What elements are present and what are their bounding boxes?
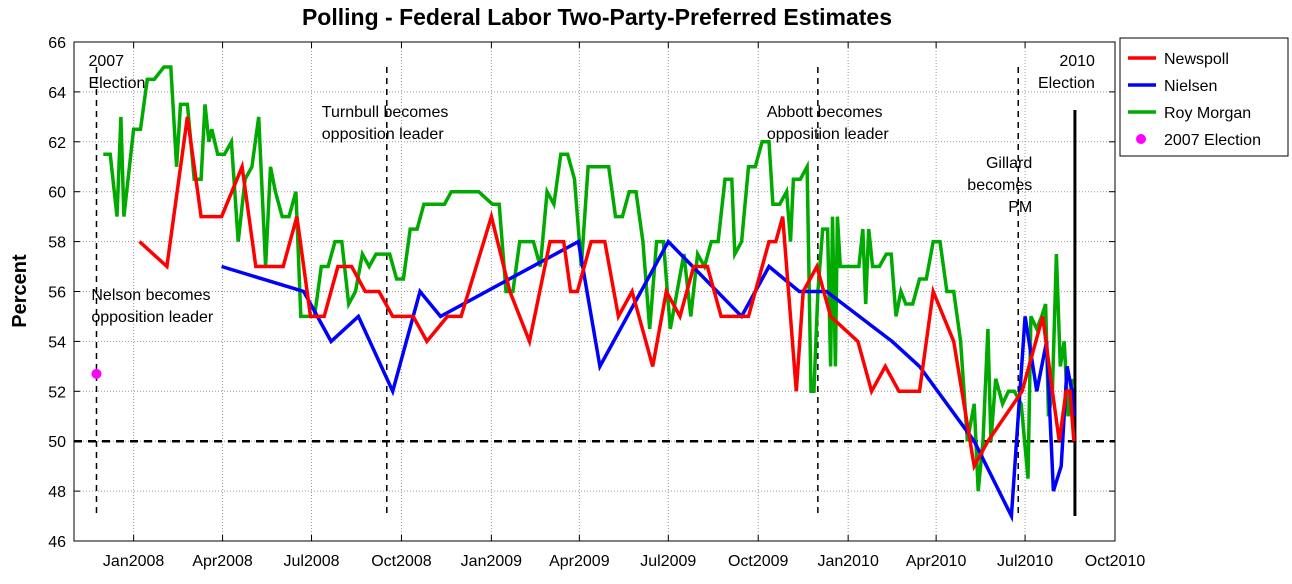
event-label: Turnbull becomes	[322, 104, 449, 121]
y-tick-label: 46	[48, 534, 66, 551]
legend-label: Roy Morgan	[1164, 105, 1251, 122]
y-tick-label: 60	[48, 185, 66, 202]
event-label: opposition leader	[91, 309, 214, 326]
grid	[74, 41, 1116, 542]
event-label: 2007	[88, 53, 124, 70]
x-tick-label: Jan2010	[817, 553, 878, 570]
y-tick-label: 56	[48, 285, 66, 302]
y-tick-label: 52	[48, 384, 66, 401]
x-tick-label: Apr2010	[906, 553, 967, 570]
plot-frame	[73, 41, 1116, 542]
series-group	[91, 65, 1076, 523]
event-label: Election	[1038, 75, 1095, 92]
legend: Newspoll Nielsen Roy Morgan 2007 Election	[1119, 37, 1289, 157]
election-2007-point	[91, 368, 102, 379]
event-label: Gillard	[986, 155, 1032, 172]
x-tick-label: Jul2009	[640, 553, 696, 570]
event-label: Election	[88, 75, 145, 92]
y-tick-label: 66	[48, 35, 66, 52]
event-markers: 2007 Election Nelson becomes opposition lea…	[88, 53, 1095, 516]
legend-label: 2007 Election	[1164, 132, 1261, 149]
y-tick-label: 50	[48, 434, 66, 451]
y-tick-label: 58	[48, 235, 66, 252]
y-axis-label: Percent	[9, 254, 31, 328]
chart-title: Polling - Federal Labor Two-Party-Prefer…	[302, 4, 892, 30]
event-label: opposition leader	[322, 126, 445, 143]
event-label: 2010	[1059, 53, 1095, 70]
y-tick-label: 64	[48, 85, 66, 102]
x-tick-label: Jan2008	[103, 553, 164, 570]
series-line-newspoll	[138, 116, 1076, 472]
x-tick-label: Jul2010	[997, 553, 1053, 570]
series-line-nielsen	[221, 238, 1076, 523]
x-tick-label: Jul2008	[284, 553, 340, 570]
y-tick-label: 54	[48, 334, 66, 351]
event-label: Nelson becomes	[91, 287, 210, 304]
event-label: PM	[1008, 199, 1032, 216]
y-tick-label: 48	[48, 484, 66, 501]
x-tick-label: Apr2008	[192, 553, 253, 570]
x-tick-label: Apr2009	[549, 553, 610, 570]
x-tick-label: Jan2009	[461, 553, 522, 570]
series-line-roy-morgan	[103, 65, 1074, 492]
axes: 46 48 50 52 54 56 58 60 62 64 66 Jan2008 Apr2008 Jul2…	[48, 35, 1145, 570]
legend-label: Newspoll	[1164, 51, 1229, 68]
event-label: becomes	[967, 177, 1032, 194]
x-tick-label: Oct2010	[1085, 553, 1146, 570]
x-tick-label: Oct2009	[728, 553, 789, 570]
event-label: opposition leader	[767, 126, 890, 143]
x-tick-label: Oct2008	[371, 553, 432, 570]
event-label: Abbott becomes	[767, 104, 883, 121]
legend-label: Nielsen	[1164, 78, 1217, 95]
y-tick-label: 62	[48, 135, 66, 152]
legend-marker	[1136, 134, 1146, 144]
